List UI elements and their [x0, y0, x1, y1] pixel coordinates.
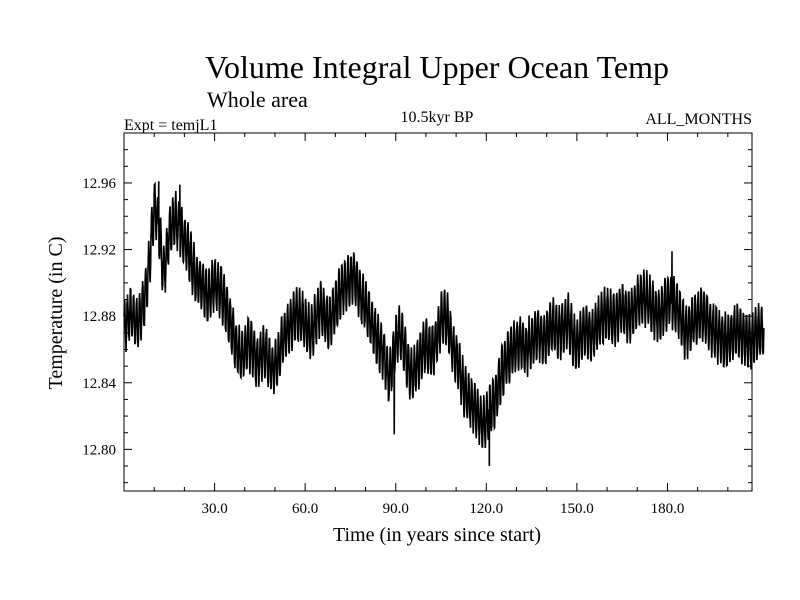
y-tick-label: 12.96 [82, 176, 116, 192]
series-line [123, 181, 765, 467]
chart-subtitle: Whole area [207, 87, 308, 112]
x-tick-label: 60.0 [292, 501, 318, 517]
y-tick-label: 12.80 [82, 442, 116, 458]
y-tick-label: 12.92 [82, 243, 116, 259]
y-axis-label: Temperature (in C) [45, 237, 67, 390]
y-tick-label: 12.84 [82, 376, 116, 392]
experiment-label: Expt = temjL1 [124, 117, 217, 134]
y-tick-label: 12.88 [82, 309, 116, 325]
period-label: 10.5kyr BP [401, 109, 474, 126]
x-tick-label: 120.0 [469, 501, 503, 517]
x-tick-label: 150.0 [560, 501, 594, 517]
x-tick-label: 90.0 [383, 501, 409, 517]
months-label: ALL_MONTHS [645, 111, 752, 128]
chart-title: Volume Integral Upper Ocean Temp [205, 49, 669, 85]
x-tick-label: 180.0 [651, 501, 685, 517]
axis-ticks: 30.0 60.0 90.0 120.0 150.0 180.0 12.80 12.84 12.… [82, 133, 752, 517]
x-tick-label: 30.0 [201, 501, 227, 517]
x-axis-label: Time (in years since start) [333, 524, 541, 546]
series-group [123, 181, 765, 467]
